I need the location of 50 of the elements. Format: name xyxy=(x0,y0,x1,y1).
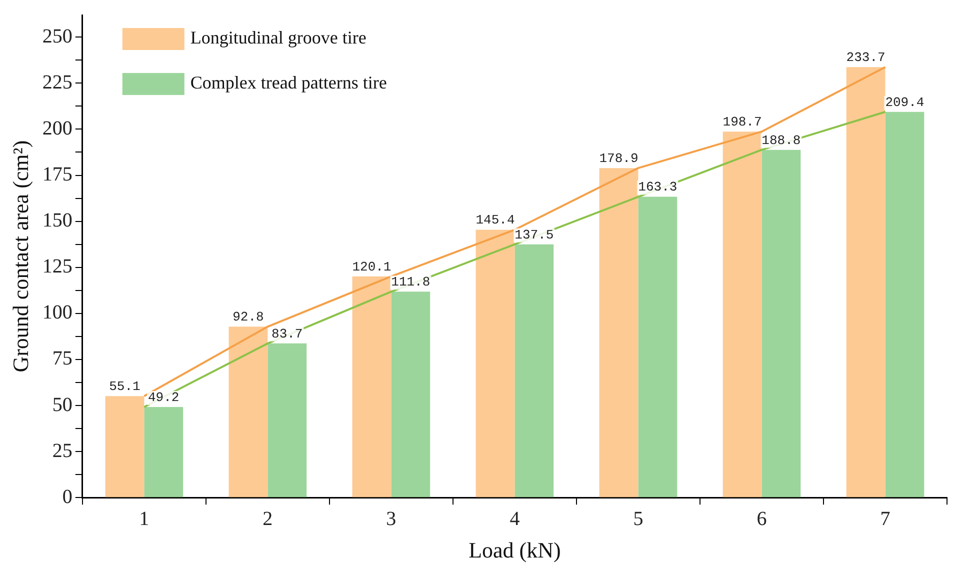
x-tick-label: 4 xyxy=(510,508,520,530)
bar xyxy=(105,396,144,498)
x-tick-label: 6 xyxy=(756,508,767,530)
y-tick-label: 0 xyxy=(62,486,72,508)
data-label: 188.8 xyxy=(762,132,801,148)
y-tick-label: 25 xyxy=(52,440,72,462)
x-axis-title: Load (kN) xyxy=(468,538,561,563)
x-tick-label: 2 xyxy=(262,508,273,530)
y-tick-label: 150 xyxy=(42,210,72,232)
data-label: 92.8 xyxy=(232,310,264,325)
data-label: 163.3 xyxy=(638,180,678,195)
data-label: 120.1 xyxy=(352,259,392,274)
x-tick-label: 3 xyxy=(386,508,396,530)
data-label: 209.4 xyxy=(885,94,924,110)
data-label: 178.9 xyxy=(599,151,638,166)
y-tick-label: 100 xyxy=(42,302,72,324)
x-tick-label: 5 xyxy=(633,508,644,530)
data-label: 55.1 xyxy=(109,379,140,394)
y-axis-title: Ground contact area (cm²) xyxy=(8,140,33,372)
data-label: 145.4 xyxy=(476,212,515,228)
data-label: 198.7 xyxy=(722,114,762,130)
bar xyxy=(352,276,392,498)
y-tick-label: 50 xyxy=(52,394,72,416)
data-label: 83.7 xyxy=(272,326,303,342)
y-tick-label: 250 xyxy=(42,25,72,48)
bar xyxy=(762,150,801,498)
bar xyxy=(476,230,515,498)
bar xyxy=(846,67,886,498)
y-tick-label: 125 xyxy=(42,256,72,278)
data-label: 49.2 xyxy=(148,390,180,405)
bar xyxy=(268,343,307,498)
bar xyxy=(391,292,430,498)
legend-label: Complex tread patterns tire xyxy=(190,72,387,93)
bar xyxy=(144,406,184,498)
data-label: 111.8 xyxy=(391,274,430,290)
bar xyxy=(885,112,924,498)
y-tick-label: 200 xyxy=(42,117,72,140)
bar xyxy=(514,244,554,498)
x-tick-label: 7 xyxy=(880,508,890,530)
data-label: 137.5 xyxy=(514,227,554,242)
bar xyxy=(228,326,268,498)
bar xyxy=(638,196,678,498)
y-tick-label: 75 xyxy=(52,348,72,370)
bar xyxy=(722,132,762,498)
data-label: 233.7 xyxy=(846,50,886,66)
y-tick-label: 225 xyxy=(42,71,72,94)
x-tick-label: 1 xyxy=(139,508,150,530)
y-tick-label: 175 xyxy=(42,164,72,186)
bar xyxy=(599,168,638,498)
legend-label: Longitudinal groove tire xyxy=(190,28,366,48)
